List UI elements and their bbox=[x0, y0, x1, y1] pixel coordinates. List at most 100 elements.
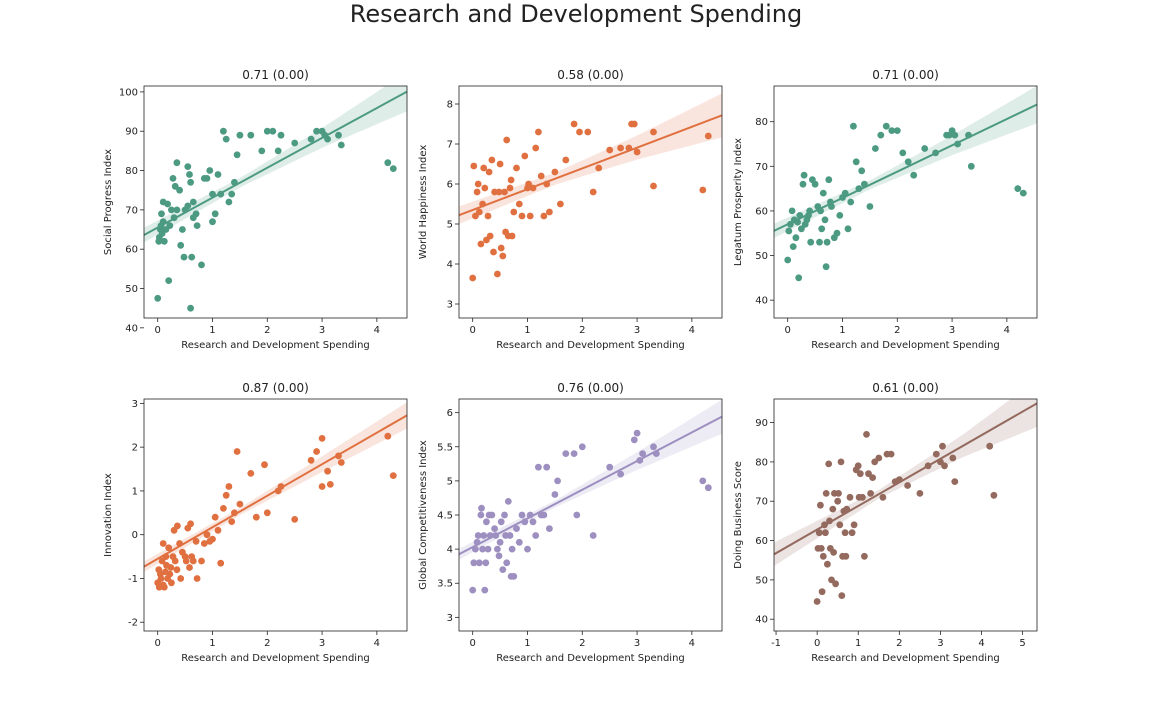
y-axis-label: Social Progress Index bbox=[103, 149, 114, 255]
data-point bbox=[847, 198, 855, 206]
y-tick-label: 40 bbox=[755, 296, 768, 307]
x-tick-label: 0 bbox=[785, 325, 791, 336]
data-point bbox=[193, 222, 201, 230]
data-point bbox=[650, 182, 657, 190]
data-point bbox=[633, 148, 641, 156]
data-point bbox=[326, 481, 334, 488]
data-point bbox=[488, 156, 496, 164]
data-point bbox=[501, 511, 508, 519]
data-point bbox=[206, 167, 214, 174]
data-point bbox=[844, 225, 852, 233]
data-point bbox=[573, 511, 581, 519]
data-point bbox=[247, 470, 255, 477]
panel-title: 0.76 (0.00) bbox=[557, 381, 624, 395]
data-point bbox=[211, 210, 219, 218]
y-tick-label: 60 bbox=[755, 536, 768, 547]
x-tick-label: 1 bbox=[839, 325, 845, 336]
x-tick-label: 3 bbox=[949, 325, 955, 336]
data-point bbox=[389, 472, 397, 479]
data-point bbox=[893, 127, 901, 134]
data-point bbox=[189, 557, 197, 565]
data-point bbox=[554, 477, 561, 485]
x-tick-label: 1 bbox=[524, 638, 530, 649]
data-point bbox=[811, 180, 819, 188]
x-axis-label: Research and Development Spending bbox=[496, 653, 685, 664]
data-point bbox=[247, 131, 255, 139]
data-point bbox=[180, 253, 188, 261]
y-tick-label: 90 bbox=[125, 127, 138, 138]
data-point bbox=[477, 240, 485, 248]
data-point bbox=[173, 566, 181, 574]
regression-line bbox=[774, 402, 1037, 556]
x-tick-label: 5 bbox=[1019, 638, 1025, 649]
x-tick-label: 4 bbox=[374, 638, 380, 649]
y-tick-label: -1 bbox=[128, 574, 138, 585]
data-point bbox=[507, 176, 515, 184]
data-point bbox=[910, 171, 918, 179]
data-point bbox=[494, 545, 501, 553]
data-point bbox=[854, 462, 862, 470]
data-point bbox=[171, 557, 179, 565]
x-tick-label: 3 bbox=[319, 638, 325, 649]
data-point bbox=[595, 164, 603, 172]
x-tick-label: 2 bbox=[579, 325, 585, 336]
data-point bbox=[506, 532, 514, 539]
plot-area bbox=[144, 402, 407, 591]
data-point bbox=[532, 532, 540, 539]
data-point bbox=[866, 203, 874, 210]
data-point bbox=[479, 545, 486, 553]
axes-frame bbox=[773, 85, 1038, 319]
confidence-band bbox=[144, 86, 407, 243]
data-point bbox=[337, 459, 345, 466]
data-point bbox=[478, 504, 485, 512]
y-tick-label: 60 bbox=[755, 206, 768, 217]
data-point bbox=[209, 535, 216, 543]
y-tick-label: 90 bbox=[755, 418, 768, 429]
data-point bbox=[169, 175, 177, 182]
data-point bbox=[200, 540, 208, 547]
data-point bbox=[335, 131, 342, 139]
x-tick-label: 0 bbox=[470, 638, 476, 649]
data-point bbox=[481, 586, 489, 594]
y-tick-label: 5 bbox=[447, 220, 453, 231]
data-point bbox=[182, 557, 190, 565]
data-point bbox=[932, 450, 940, 458]
y-axis-label: World Happiness Index bbox=[418, 145, 429, 260]
axes-frame bbox=[143, 398, 408, 632]
x-tick-label: 0 bbox=[155, 325, 161, 336]
data-point bbox=[867, 490, 874, 497]
x-tick-label: 1 bbox=[524, 325, 530, 336]
data-point bbox=[508, 545, 516, 553]
y-tick-label: 7 bbox=[447, 140, 453, 151]
data-point bbox=[252, 513, 260, 521]
data-point bbox=[858, 167, 866, 175]
data-point bbox=[863, 431, 870, 438]
data-point bbox=[186, 564, 193, 571]
data-point bbox=[830, 549, 837, 556]
data-point bbox=[822, 529, 829, 537]
x-tick-label: 1 bbox=[855, 638, 861, 649]
y-tick-label: 5.5 bbox=[437, 442, 453, 453]
data-point bbox=[606, 463, 614, 471]
panel-5: 0 1 2 3 4 3 3.5 4 4.5 5 5.5 6 0.76 (0.00) Research an… bbox=[418, 381, 723, 664]
panel-6: -1 0 1 2 3 4 5 40 50 60 70 80 90 0.61 (0.00) Research … bbox=[733, 381, 1038, 664]
figure-title: Research and Development Spending bbox=[349, 0, 803, 28]
data-point bbox=[877, 131, 885, 139]
data-point bbox=[491, 525, 498, 532]
y-tick-label: 5 bbox=[447, 476, 453, 487]
data-point bbox=[879, 493, 887, 501]
x-tick-label: 0 bbox=[155, 638, 161, 649]
x-tick-label: 3 bbox=[319, 325, 325, 336]
data-point bbox=[214, 171, 222, 178]
x-tick-label: 2 bbox=[894, 325, 900, 336]
data-point bbox=[576, 128, 583, 136]
data-point bbox=[499, 252, 507, 260]
data-point bbox=[486, 232, 494, 240]
data-point bbox=[503, 136, 511, 144]
data-point bbox=[495, 552, 503, 560]
data-point bbox=[823, 238, 831, 246]
data-point bbox=[859, 493, 866, 501]
confidence-band bbox=[144, 402, 407, 572]
data-point bbox=[887, 450, 895, 458]
data-point bbox=[203, 175, 211, 182]
